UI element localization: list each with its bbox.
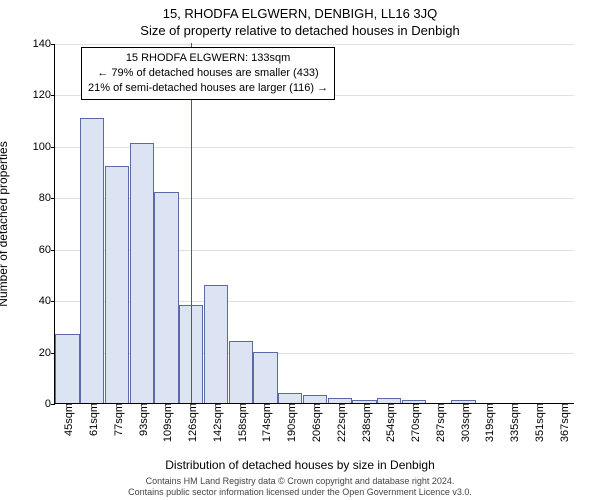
chart-plot-area: 15 RHODFA ELGWERN: 133sqm ← 79% of detac…	[54, 44, 574, 404]
x-axis-label: Distribution of detached houses by size …	[0, 458, 600, 472]
page-subtitle: Size of property relative to detached ho…	[0, 21, 600, 38]
y-tick-label: 80	[21, 192, 51, 204]
reference-info-box: 15 RHODFA ELGWERN: 133sqm ← 79% of detac…	[81, 47, 335, 100]
x-tick-label: 270sqm	[406, 403, 422, 442]
x-tick-label: 319sqm	[480, 403, 496, 442]
y-tick-label: 60	[21, 244, 51, 256]
x-tick-label: 174sqm	[257, 403, 273, 442]
y-tick-mark	[51, 95, 55, 96]
footer: Contains HM Land Registry data © Crown c…	[0, 476, 600, 498]
histogram-bar	[105, 166, 129, 403]
x-tick-label: 45sqm	[59, 403, 75, 436]
histogram-bar	[303, 395, 327, 403]
x-tick-label: 109sqm	[158, 403, 174, 442]
footer-line-1: Contains HM Land Registry data © Crown c…	[0, 476, 600, 487]
x-tick-label: 190sqm	[282, 403, 298, 442]
y-tick-mark	[51, 147, 55, 148]
x-tick-label: 142sqm	[208, 403, 224, 442]
y-tick-label: 100	[21, 141, 51, 153]
histogram-bar	[253, 352, 277, 403]
info-line-3: 21% of semi-detached houses are larger (…	[88, 81, 328, 96]
y-tick-label: 120	[21, 89, 51, 101]
x-tick-label: 303sqm	[456, 403, 472, 442]
x-tick-label: 222sqm	[332, 403, 348, 442]
page-title: 15, RHODFA ELGWERN, DENBIGH, LL16 3JQ	[0, 0, 600, 21]
y-tick-mark	[51, 44, 55, 45]
histogram-bar	[229, 341, 253, 403]
footer-line-2: Contains public sector information licen…	[0, 487, 600, 498]
histogram-bar	[130, 143, 154, 403]
y-tick-mark	[51, 404, 55, 405]
histogram-bar	[55, 334, 79, 403]
x-tick-label: 287sqm	[431, 403, 447, 442]
x-tick-label: 126sqm	[183, 403, 199, 442]
x-tick-label: 61sqm	[84, 403, 100, 436]
y-axis-label: Number of detached properties	[0, 141, 10, 306]
x-tick-label: 206sqm	[307, 403, 323, 442]
y-tick-label: 0	[21, 398, 51, 410]
x-tick-label: 238sqm	[357, 403, 373, 442]
histogram-bar	[278, 393, 302, 403]
y-tick-label: 40	[21, 295, 51, 307]
x-tick-label: 254sqm	[381, 403, 397, 442]
y-tick-mark	[51, 301, 55, 302]
histogram-bar	[154, 192, 178, 403]
histogram-bar	[204, 285, 228, 403]
x-tick-label: 351sqm	[530, 403, 546, 442]
info-line-1: 15 RHODFA ELGWERN: 133sqm	[88, 51, 328, 66]
histogram-bar	[80, 118, 104, 403]
x-tick-label: 77sqm	[109, 403, 125, 436]
y-tick-label: 20	[21, 347, 51, 359]
x-tick-label: 367sqm	[555, 403, 571, 442]
y-tick-label: 140	[21, 38, 51, 50]
x-tick-label: 335sqm	[505, 403, 521, 442]
y-tick-mark	[51, 250, 55, 251]
grid-line	[55, 44, 574, 45]
info-line-2: ← 79% of detached houses are smaller (43…	[88, 66, 328, 81]
x-tick-label: 158sqm	[233, 403, 249, 442]
x-tick-label: 93sqm	[134, 403, 150, 436]
y-tick-mark	[51, 198, 55, 199]
